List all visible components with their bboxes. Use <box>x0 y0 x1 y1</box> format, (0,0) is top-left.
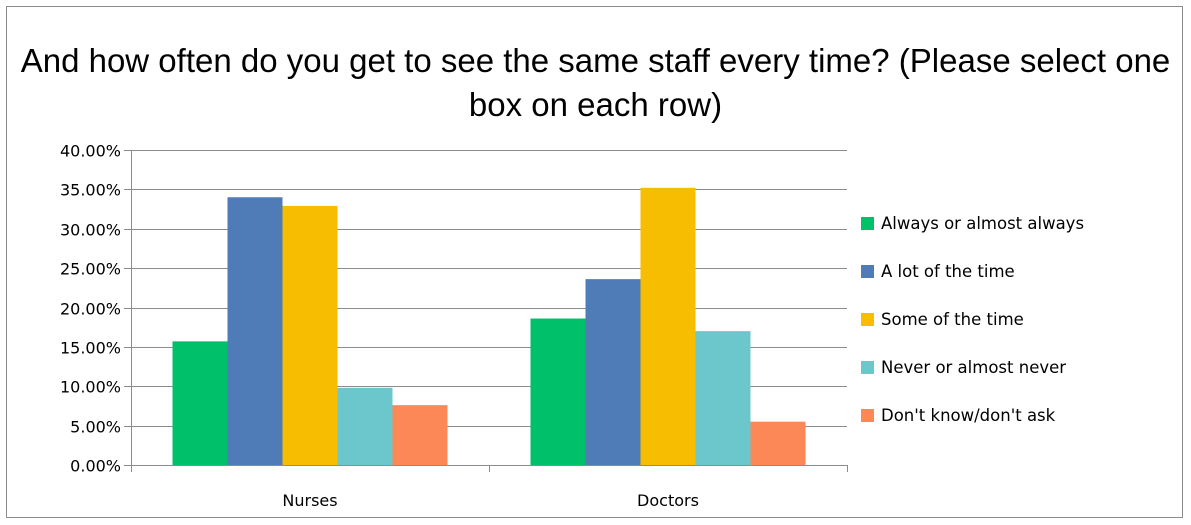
legend-swatch <box>861 313 874 326</box>
bar <box>695 331 751 465</box>
bar <box>530 318 586 465</box>
legend-label: Always or almost always <box>881 214 1084 233</box>
y-tick-label: 5.00% <box>70 418 121 437</box>
bars <box>172 187 806 466</box>
legend-label: Never or almost never <box>881 358 1066 377</box>
y-tick-label: 15.00% <box>60 339 121 358</box>
legend-swatch <box>861 409 874 422</box>
axes: 0.00% 5.00% 10.00% 15.00% 20.00% 25.00% 30.00%… <box>60 142 848 510</box>
legend-label: A lot of the time <box>881 262 1015 281</box>
y-tick-label: 20.00% <box>60 300 121 319</box>
y-tick-label: 40.00% <box>60 142 121 161</box>
x-tick-label: Nurses <box>282 491 337 510</box>
bar <box>392 405 448 465</box>
legend-swatch <box>861 361 874 374</box>
chart-title: And how often do you get to see the same… <box>20 42 1171 123</box>
y-tick-label: 10.00% <box>60 378 121 397</box>
legend-swatch <box>861 217 874 230</box>
bar <box>750 421 806 465</box>
legend-swatch <box>861 265 874 278</box>
y-tick-label: 25.00% <box>60 260 121 279</box>
legend-label: Don't know/don't ask <box>881 406 1056 425</box>
bar <box>585 279 641 465</box>
bar <box>640 187 696 466</box>
legend: Always or almost always A lot of the time… <box>861 214 1084 425</box>
x-tick-label: Doctors <box>637 491 699 510</box>
bar <box>172 341 228 465</box>
bar <box>227 197 283 465</box>
legend-label: Some of the time <box>881 310 1024 329</box>
y-tick-label: 30.00% <box>60 221 121 240</box>
bar <box>282 205 338 465</box>
y-tick-label: 35.00% <box>60 181 121 200</box>
bar <box>337 387 393 465</box>
y-tick-label: 0.00% <box>70 457 121 476</box>
